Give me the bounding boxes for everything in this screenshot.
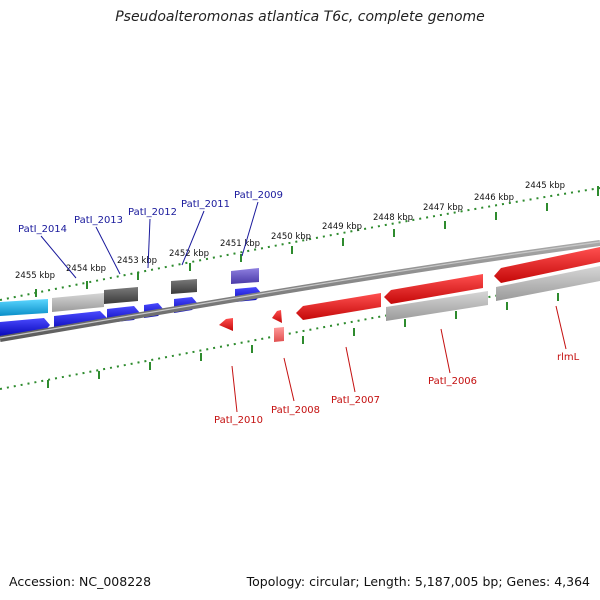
- cds-feature[interactable]: [104, 287, 138, 304]
- gene-label[interactable]: PatI_2008: [271, 405, 320, 416]
- kbp-label: 2448 kbp: [373, 213, 413, 223]
- kbp-label: 2452 kbp: [169, 249, 209, 259]
- outer-major-ticks: [35, 186, 599, 297]
- kbp-label: 2447 kbp: [423, 203, 463, 213]
- forward-strand-outer-track: [0, 268, 259, 316]
- genome-backbone-highlight: [0, 241, 600, 339]
- cds-feature[interactable]: [386, 291, 488, 321]
- genome-summary-text: Topology: circular; Length: 5,187,005 bp…: [246, 574, 590, 589]
- kbp-label: 2450 kbp: [271, 232, 311, 242]
- forward-gene-labels: PatI_2014 PatI_2013 PatI_2012 PatI_2011 …: [18, 190, 283, 235]
- gene-label[interactable]: PatI_2012: [128, 207, 177, 218]
- reverse-strand-outer-track: [274, 266, 600, 342]
- inner-tick-ring: [0, 277, 600, 390]
- cds-arrow[interactable]: [219, 318, 233, 331]
- cds-arrow[interactable]: [384, 274, 483, 304]
- gene-label[interactable]: rlmL: [557, 352, 580, 363]
- kbp-label: 2454 kbp: [66, 264, 106, 274]
- kbp-labels: 2455 kbp 2454 kbp 2453 kbp 2452 kbp 2451…: [15, 181, 565, 281]
- gene-label[interactable]: PatI_2013: [74, 215, 123, 226]
- map-title: Pseudoalteromonas atlantica T6c, complet…: [115, 9, 485, 25]
- inner-major-ticks: [47, 293, 559, 388]
- gene-label[interactable]: PatI_2010: [214, 415, 263, 426]
- outer-tick-ring: [0, 187, 600, 301]
- cds-feature[interactable]: [171, 279, 197, 294]
- cds-arrow[interactable]: [296, 293, 381, 320]
- cds-feature[interactable]: [231, 268, 259, 284]
- gene-label[interactable]: PatI_2007: [331, 395, 380, 406]
- cds-feature[interactable]: [0, 299, 48, 316]
- cds-arrow[interactable]: [494, 247, 600, 283]
- gene-label[interactable]: PatI_2009: [234, 190, 283, 201]
- kbp-label: 2451 kbp: [220, 239, 260, 249]
- kbp-label: 2449 kbp: [322, 222, 362, 232]
- accession-text: Accession: NC_008228: [9, 574, 152, 589]
- reverse-strand-track: [219, 247, 600, 331]
- forward-label-leaders: [40, 201, 259, 279]
- kbp-label: 2446 kbp: [474, 193, 514, 203]
- cds-feature[interactable]: [496, 266, 600, 301]
- reverse-gene-labels: PatI_2010 PatI_2008 PatI_2007 PatI_2006 …: [214, 352, 580, 426]
- cds-feature[interactable]: [52, 293, 104, 312]
- kbp-label: 2453 kbp: [117, 256, 157, 266]
- cds-arrow[interactable]: [272, 310, 282, 323]
- reverse-label-leaders: [231, 305, 567, 413]
- gene-label[interactable]: PatI_2011: [181, 199, 230, 210]
- gene-label[interactable]: PatI_2006: [428, 376, 477, 387]
- cds-feature[interactable]: [274, 327, 284, 342]
- gene-label[interactable]: PatI_2014: [18, 224, 67, 235]
- kbp-label: 2455 kbp: [15, 271, 55, 281]
- kbp-label: 2445 kbp: [525, 181, 565, 191]
- genome-backbone: [0, 240, 600, 342]
